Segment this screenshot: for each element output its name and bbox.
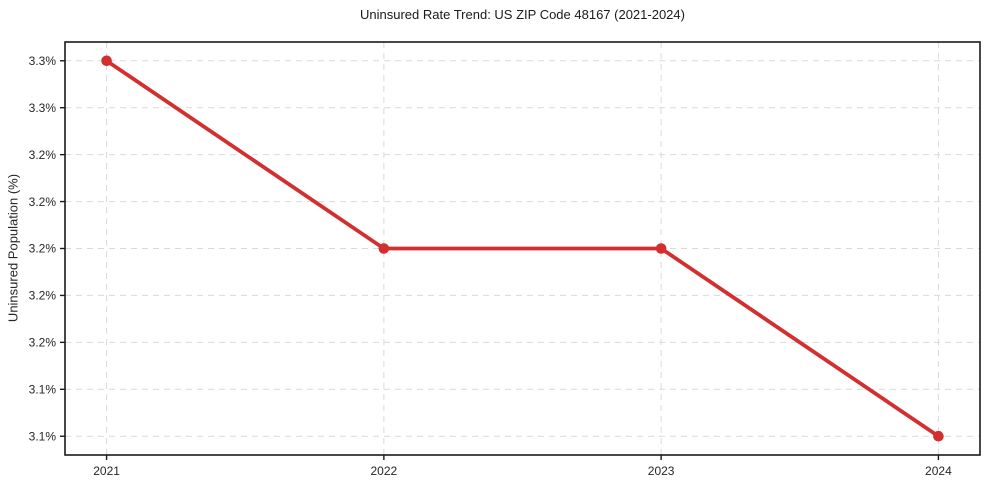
data-point-marker	[101, 55, 112, 67]
data-point-marker	[378, 243, 390, 254]
trend-line	[104, 58, 941, 439]
x-tick-label: 2023	[648, 464, 675, 478]
y-tick-label: 3.2%	[29, 289, 57, 303]
y-tick-label: 3.2%	[29, 148, 57, 162]
y-tick-label: 3.2%	[29, 242, 57, 256]
y-tick-label: 3.2%	[29, 195, 57, 209]
y-tick-label: 3.3%	[29, 101, 57, 115]
x-tick-label: 2024	[925, 464, 952, 478]
data-point-marker	[655, 243, 667, 254]
x-tick-label: 2022	[371, 464, 398, 478]
y-tick-label: 3.3%	[29, 54, 57, 68]
x-tick-label: 2021	[93, 464, 120, 478]
chart-title: Uninsured Rate Trend: US ZIP Code 48167 …	[360, 7, 685, 22]
y-tick-label: 3.2%	[29, 336, 57, 350]
data-point-marker	[933, 430, 944, 442]
y-tick-label: 3.1%	[29, 429, 57, 443]
y-tick-label: 3.1%	[29, 382, 57, 396]
